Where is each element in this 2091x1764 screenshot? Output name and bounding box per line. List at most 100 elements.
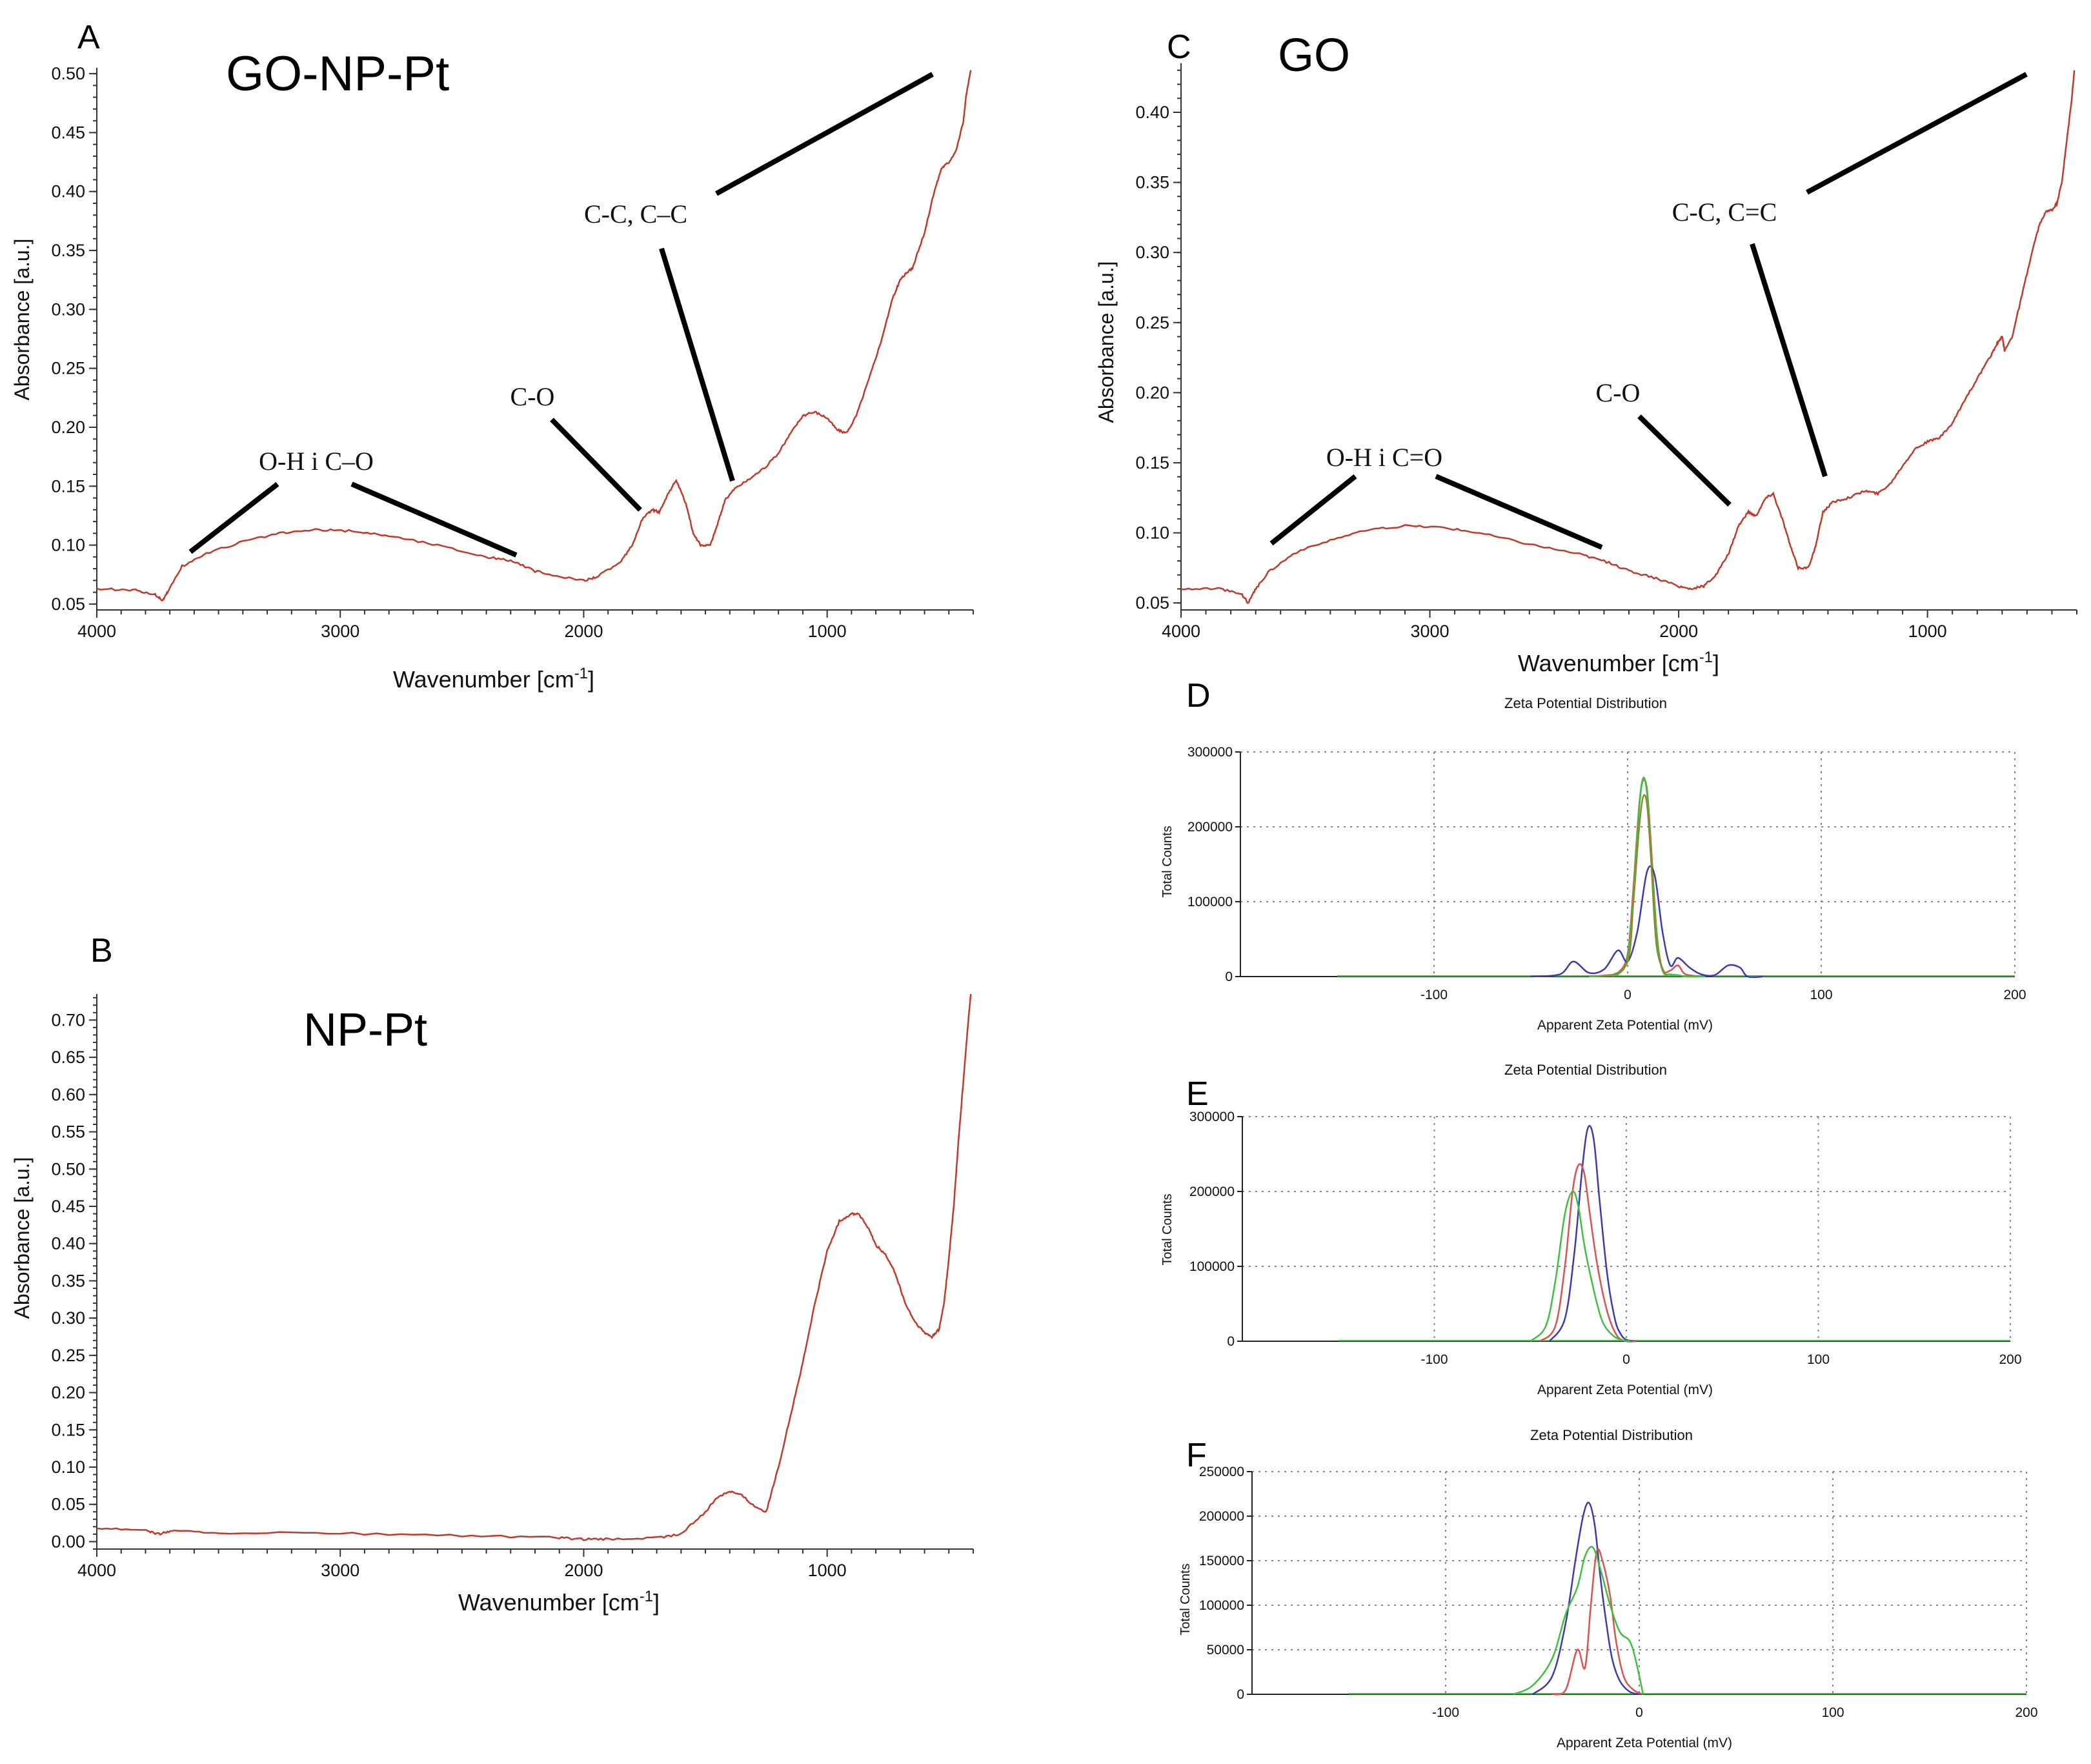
y-tick-label: 0.20 [1135,383,1169,402]
panel-e-xlabel: Apparent Zeta Potential (mV) [1537,1383,1713,1397]
series-run-3 [1513,1546,1644,1696]
leader-line-oh-left [1269,474,1357,546]
y-tick-label: 0.55 [51,1122,85,1142]
y-tick-label: 100000 [1189,1259,1235,1274]
series-run-1 [1548,1125,1637,1343]
annotation-co: C-O [1596,378,1641,407]
y-tick-label: 0.45 [51,123,85,142]
annotation-oh-co: O-H i C=O [1326,443,1442,472]
panel-b-xlabel: Wavenumber [cm-1] [458,1588,660,1616]
y-tick-label: 0.15 [51,1420,85,1439]
y-tick-label: 0.05 [51,1495,85,1514]
chart-b: 4000 3000 2000 1000 0.00 0.05 0.10 0.15 0.20 0.25… [51,993,974,1580]
panel-letter-b: B [90,932,113,969]
series-run-1 [1532,1501,1640,1696]
panel-d-zeta: D Zeta Potential Distribution Total Coun… [1160,677,1713,1033]
y-tick-label: 300000 [1189,1110,1235,1124]
y-tick-label: 0.20 [51,418,85,437]
panel-d-xlabel: Apparent Zeta Potential (mV) [1537,1018,1713,1033]
x-tick-label: 1000 [808,1561,847,1580]
y-tick-label: 0.40 [51,182,85,201]
annotation-co: C-O [510,382,555,411]
panel-b-title: NP-Pt [303,1004,427,1056]
panel-f-title: Zeta Potential Distribution [1530,1427,1693,1443]
panel-e-ylabel: Total Counts [1160,1193,1175,1265]
x-tick-label: 4000 [77,1561,116,1580]
x-tick-label: 100 [1821,1705,1844,1720]
panel-a-xlabel: Wavenumber [cm-1] [393,665,594,693]
panel-c-title: GO [1278,30,1350,81]
x-tick-label: 0 [1624,988,1631,1002]
y-tick-label: 0.70 [51,1010,85,1029]
leader-line-co [550,418,642,512]
y-tick-label: 0.45 [51,1197,85,1216]
y-tick-label: 0.35 [51,241,85,260]
plot-layer: 4000 3000 2000 10000.050.100.150.200.250.30… [51,63,2077,1720]
x-tick-label: 3000 [321,1561,359,1580]
x-tick-label: 0 [1635,1705,1643,1720]
y-tick-label: 0.10 [51,536,85,555]
y-tick-label: 150000 [1199,1554,1244,1568]
panel-letter-d: D [1186,677,1211,715]
y-tick-label: 0 [1225,969,1233,984]
panel-f-ylabel: Total Counts [1178,1563,1193,1635]
chart-c: 4000 3000 2000 1000 0.05 0.10 0.15 0.20 0.25 0.30… [1135,63,2077,641]
panel-c-ftir-go: C GO Absorbance [a.u.] Wavenumber [cm-1]… [1095,28,2028,676]
y-tick-label: 0.15 [1135,453,1169,472]
leader-line-co [1637,414,1732,507]
x-tick-label: 4000 [1162,622,1200,641]
leader-line-cc-down [659,247,735,482]
leader-line-oh-right [1435,474,1603,550]
panel-d-ylabel: Total Counts [1160,826,1175,897]
x-tick-label: 200 [2015,1705,2037,1720]
y-tick-label: 0.05 [1135,593,1169,613]
leader-line-cc-up [1806,72,2028,195]
series-run-3 [1530,865,1764,978]
x-tick-label: 100 [1807,1352,1830,1367]
series-run-2 [1539,1163,1636,1343]
y-tick-label: 0.40 [1135,103,1169,122]
chart-d: 0 100000 200000 300000 -100 0 100 200 [1187,745,2026,1002]
panel-letter-a: A [77,19,100,56]
annotation-cc: C-C, C=C [1672,198,1777,227]
y-tick-label: 0.15 [51,476,85,496]
spectrum-line [96,70,972,602]
chart-f: 0 50000 100000 150000 200000 250000 -100 0 100 20… [1199,1465,2038,1720]
y-tick-label: 0.10 [1135,523,1169,543]
chart-a: 4000 3000 2000 1000 0.05 0.10 0.15 0.20 0.25 0.30… [51,64,974,641]
y-tick-label: 0.00 [51,1532,85,1551]
panel-e-title: Zeta Potential Distribution [1504,1062,1667,1078]
panel-c-ylabel: Absorbance [a.u.] [1095,261,1118,423]
spectrum-line [1180,70,2076,604]
x-tick-label: -100 [1420,988,1448,1002]
panel-d-title: Zeta Potential Distribution [1504,695,1667,711]
y-tick-label: 0.50 [51,1159,85,1179]
leader-line-oh-left [188,482,279,554]
panel-a-title: GO-NP-Pt [226,46,449,101]
x-tick-label: 1000 [1908,622,1947,641]
x-tick-label: -100 [1432,1705,1459,1720]
x-tick-label: 2000 [564,1561,603,1580]
annotation-oh-co: O-H i C–O [259,447,374,476]
y-tick-label: 0.20 [51,1383,85,1403]
x-tick-label: 4000 [77,622,116,641]
y-tick-label: 100000 [1199,1598,1244,1613]
x-tick-label: -100 [1420,1352,1448,1367]
y-tick-label: 0.05 [51,594,85,614]
annotation-cc: C-C, C–C [584,199,687,228]
x-tick-label: 0 [1622,1352,1630,1367]
y-tick-label: 0 [1227,1334,1235,1349]
y-tick-label: 0.25 [51,1346,85,1365]
panel-e-zeta: E Zeta Potential Distribution Total Coun… [1160,1062,1713,1397]
panel-b-ftir-np-pt: B NP-Pt Absorbance [a.u.] Wavenumber [cm… [10,932,660,1616]
y-tick-label: 50000 [1207,1643,1244,1658]
y-tick-label: 0.65 [51,1048,85,1067]
panel-f-xlabel: Apparent Zeta Potential (mV) [1557,1736,1732,1750]
panel-letter-f: F [1186,1437,1207,1474]
leader-line-oh-right [350,482,518,558]
panel-b-ylabel: Absorbance [a.u.] [10,1157,34,1319]
x-tick-label: 3000 [321,622,359,641]
x-tick-label: 2000 [1659,622,1698,641]
series-run-4 [1608,794,1668,978]
y-tick-label: 0.25 [1135,313,1169,332]
